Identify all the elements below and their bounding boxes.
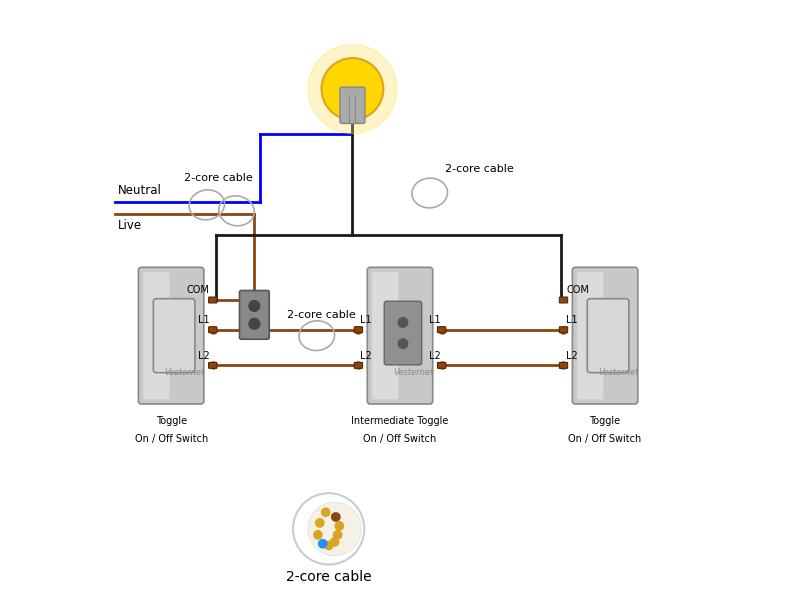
Circle shape: [332, 513, 340, 521]
Text: Intermediate Toggle: Intermediate Toggle: [351, 416, 449, 426]
Circle shape: [325, 541, 333, 550]
Circle shape: [335, 522, 343, 530]
Text: 2-core cable: 2-core cable: [445, 164, 514, 174]
Circle shape: [249, 301, 260, 311]
FancyBboxPatch shape: [559, 362, 568, 368]
FancyBboxPatch shape: [154, 299, 195, 373]
FancyBboxPatch shape: [209, 297, 217, 303]
Circle shape: [322, 58, 383, 120]
FancyBboxPatch shape: [438, 362, 446, 368]
FancyBboxPatch shape: [438, 327, 446, 332]
Text: Neutral: Neutral: [118, 184, 162, 197]
Circle shape: [314, 530, 322, 539]
Text: Vesternet: Vesternet: [164, 368, 204, 377]
Text: COM: COM: [187, 285, 210, 295]
FancyBboxPatch shape: [209, 362, 217, 368]
Circle shape: [315, 519, 324, 527]
FancyBboxPatch shape: [577, 272, 603, 399]
Text: L1: L1: [429, 315, 441, 325]
Text: Vesternet: Vesternet: [393, 368, 433, 377]
FancyBboxPatch shape: [572, 268, 638, 404]
FancyBboxPatch shape: [239, 290, 270, 339]
Text: On / Off Switch: On / Off Switch: [134, 434, 208, 444]
Circle shape: [334, 530, 342, 539]
Text: L2: L2: [359, 350, 371, 361]
FancyBboxPatch shape: [384, 301, 422, 365]
Text: L1: L1: [566, 315, 578, 325]
FancyBboxPatch shape: [559, 297, 568, 303]
Circle shape: [398, 318, 408, 327]
FancyBboxPatch shape: [354, 327, 362, 332]
FancyBboxPatch shape: [340, 87, 365, 124]
FancyBboxPatch shape: [209, 327, 217, 332]
Text: On / Off Switch: On / Off Switch: [569, 434, 642, 444]
Circle shape: [308, 502, 362, 556]
Text: L2: L2: [566, 350, 578, 361]
FancyBboxPatch shape: [559, 327, 568, 332]
Text: COM: COM: [566, 285, 590, 295]
FancyBboxPatch shape: [354, 362, 362, 368]
Text: L1: L1: [198, 315, 210, 325]
Text: Vesternet: Vesternet: [598, 368, 638, 377]
FancyBboxPatch shape: [372, 272, 398, 399]
Circle shape: [330, 538, 338, 546]
FancyBboxPatch shape: [587, 299, 629, 373]
Text: Live: Live: [118, 218, 142, 232]
Text: L1: L1: [359, 315, 371, 325]
Circle shape: [322, 508, 330, 517]
FancyBboxPatch shape: [143, 272, 170, 399]
Circle shape: [249, 319, 260, 329]
Text: Toggle: Toggle: [590, 416, 621, 426]
Text: L2: L2: [429, 350, 441, 361]
Circle shape: [318, 539, 327, 548]
Circle shape: [293, 493, 364, 565]
Text: 2-core cable: 2-core cable: [286, 571, 371, 584]
FancyBboxPatch shape: [138, 268, 204, 404]
Text: L2: L2: [198, 350, 210, 361]
FancyBboxPatch shape: [367, 268, 433, 404]
Circle shape: [398, 339, 408, 349]
Text: 2-core cable: 2-core cable: [287, 310, 356, 320]
Text: Toggle: Toggle: [155, 416, 186, 426]
Text: 2-core cable: 2-core cable: [184, 173, 253, 183]
Text: On / Off Switch: On / Off Switch: [363, 434, 437, 444]
Circle shape: [308, 44, 397, 134]
